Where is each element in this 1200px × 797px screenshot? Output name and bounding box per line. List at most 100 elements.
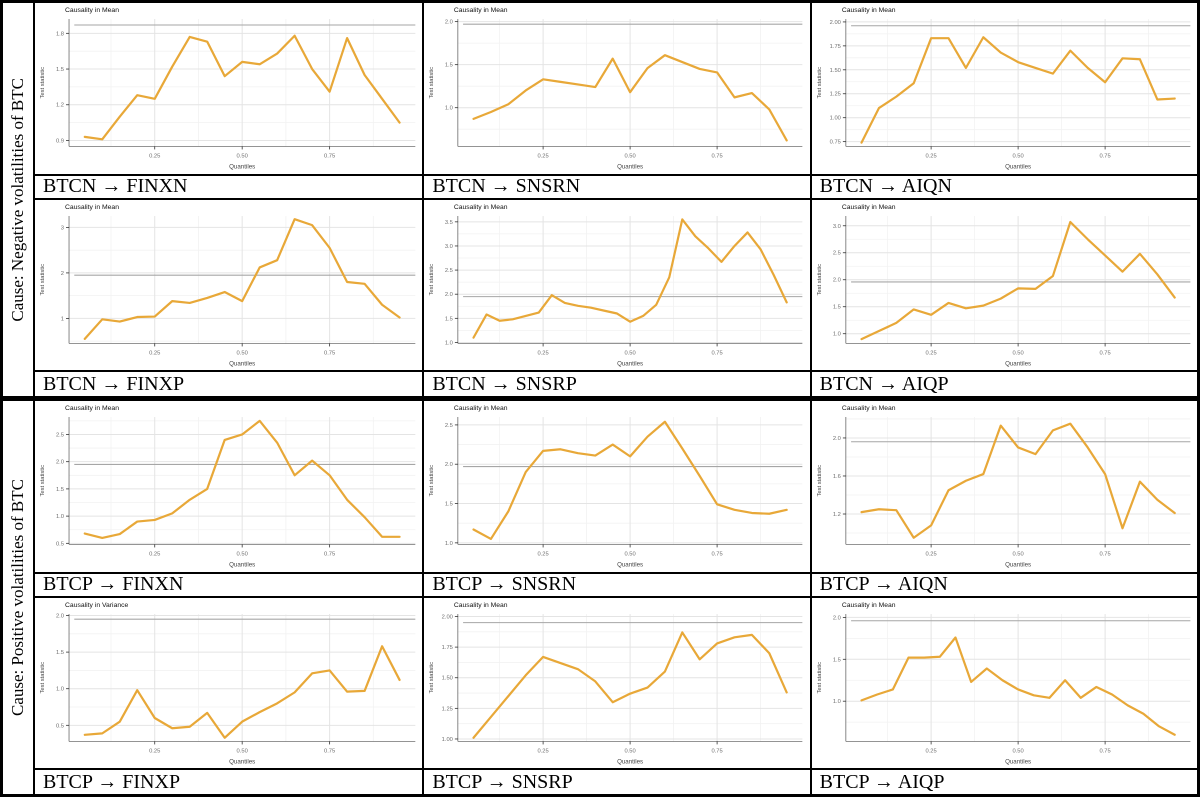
svg-text:Quantiles: Quantiles bbox=[617, 561, 643, 568]
svg-text:Causality in Mean: Causality in Mean bbox=[454, 7, 508, 14]
svg-text:1.0: 1.0 bbox=[445, 541, 453, 547]
svg-text:Test statistic: Test statistic bbox=[817, 661, 823, 693]
svg-text:0.50: 0.50 bbox=[237, 350, 248, 356]
svg-text:0.75: 0.75 bbox=[712, 551, 723, 557]
line-chart-svg: 1.0 1.5 2.0 2.5 3.0 3.5 0.25 0.50 0.75 Causality … bbox=[429, 204, 803, 367]
svg-text:0.75: 0.75 bbox=[324, 350, 335, 356]
svg-text:0.75: 0.75 bbox=[1099, 350, 1110, 356]
svg-text:2.0: 2.0 bbox=[56, 613, 64, 619]
svg-text:3.0: 3.0 bbox=[833, 223, 841, 229]
svg-text:0.25: 0.25 bbox=[538, 551, 549, 557]
line-chart-svg: 1.2 1.6 2.0 0.25 0.50 0.75 Causality in Mean Qu… bbox=[817, 405, 1191, 568]
svg-text:Causality in Mean: Causality in Mean bbox=[842, 602, 896, 609]
svg-text:0.75: 0.75 bbox=[1099, 153, 1110, 159]
svg-text:Causality in Mean: Causality in Mean bbox=[65, 7, 119, 14]
svg-text:0.25: 0.25 bbox=[925, 748, 936, 754]
chart-btcp-snsrp: 1.00 1.25 1.50 1.75 2.00 0.25 0.50 0.75 Causalit… bbox=[422, 597, 810, 768]
group-label-positive-text: Cause: Positive volatilities of BTC bbox=[8, 478, 27, 717]
svg-text:1.00: 1.00 bbox=[829, 116, 840, 122]
svg-text:Causality in Mean: Causality in Mean bbox=[454, 204, 508, 211]
svg-text:2.00: 2.00 bbox=[442, 614, 453, 620]
chart-grid-positive: 0.5 1.0 1.5 2.0 2.5 0.25 0.50 0.75 Causality in … bbox=[35, 401, 1197, 794]
svg-text:Test statistic: Test statistic bbox=[817, 263, 823, 295]
svg-text:2.0: 2.0 bbox=[833, 277, 841, 283]
svg-text:0.25: 0.25 bbox=[538, 748, 549, 754]
svg-text:0.50: 0.50 bbox=[625, 350, 636, 356]
svg-text:1.5: 1.5 bbox=[445, 63, 453, 69]
line-chart-svg: 0.9 1.2 1.5 1.8 0.25 0.50 0.75 Causality in Mea… bbox=[40, 7, 416, 170]
svg-text:0.75: 0.75 bbox=[324, 748, 335, 754]
svg-text:1.0: 1.0 bbox=[833, 699, 841, 705]
svg-text:1.8: 1.8 bbox=[56, 31, 64, 37]
svg-text:1.25: 1.25 bbox=[829, 92, 840, 98]
svg-text:Quantiles: Quantiles bbox=[1005, 163, 1031, 170]
svg-text:Test statistic: Test statistic bbox=[429, 67, 435, 99]
svg-text:1.5: 1.5 bbox=[56, 650, 64, 656]
svg-text:Causality in Mean: Causality in Mean bbox=[454, 602, 508, 609]
svg-text:1.2: 1.2 bbox=[833, 512, 841, 518]
svg-text:0.25: 0.25 bbox=[149, 350, 160, 356]
svg-text:1.5: 1.5 bbox=[56, 487, 64, 493]
chart-btcp-aiqp: 1.0 1.5 2.0 0.25 0.50 0.75 Causality in Mean Qu… bbox=[809, 597, 1197, 768]
caption-btcn-snsrp: BTCN → SNSRP bbox=[422, 370, 810, 396]
svg-text:3: 3 bbox=[61, 225, 64, 231]
svg-text:1.5: 1.5 bbox=[445, 502, 453, 508]
svg-text:1.0: 1.0 bbox=[833, 331, 841, 337]
svg-text:2.5: 2.5 bbox=[833, 250, 841, 256]
svg-text:1.75: 1.75 bbox=[442, 645, 453, 651]
svg-text:0.75: 0.75 bbox=[712, 350, 723, 356]
svg-text:2.00: 2.00 bbox=[829, 20, 840, 26]
svg-text:0.50: 0.50 bbox=[1012, 748, 1023, 754]
svg-text:0.50: 0.50 bbox=[1012, 153, 1023, 159]
svg-text:Causality in Mean: Causality in Mean bbox=[454, 405, 508, 412]
caption-btcp-aiqp: BTCP → AIQP bbox=[809, 768, 1197, 794]
svg-text:1.0: 1.0 bbox=[56, 686, 64, 692]
svg-text:1.5: 1.5 bbox=[833, 657, 841, 663]
group-label-positive: Cause: Positive volatilities of BTC bbox=[3, 401, 35, 794]
caption-btcn-finxn: BTCN → FINXN bbox=[35, 173, 423, 200]
svg-text:0.75: 0.75 bbox=[1099, 551, 1110, 557]
svg-text:Causality in Mean: Causality in Mean bbox=[842, 7, 896, 14]
svg-text:Quantiles: Quantiles bbox=[617, 360, 643, 367]
svg-text:0.50: 0.50 bbox=[237, 153, 248, 159]
line-chart-svg: 1.0 1.5 2.0 2.5 3.0 0.25 0.50 0.75 Causality in … bbox=[817, 204, 1191, 367]
group-positive-volatilities: Cause: Positive volatilities of BTC 0.5 1… bbox=[3, 396, 1197, 794]
svg-text:3.5: 3.5 bbox=[445, 219, 453, 225]
svg-text:0.9: 0.9 bbox=[56, 138, 64, 144]
svg-text:Quantiles: Quantiles bbox=[1005, 561, 1031, 568]
line-chart-svg: 1.0 1.5 2.0 0.25 0.50 0.75 Causality in Mean Qu… bbox=[817, 602, 1191, 765]
svg-text:0.50: 0.50 bbox=[625, 153, 636, 159]
svg-text:0.50: 0.50 bbox=[1012, 350, 1023, 356]
svg-text:Quantiles: Quantiles bbox=[617, 758, 643, 765]
caption-btcn-finxp: BTCN → FINXP bbox=[35, 370, 423, 396]
svg-text:2.0: 2.0 bbox=[833, 615, 841, 621]
svg-text:Quantiles: Quantiles bbox=[1005, 758, 1031, 765]
svg-text:2.0: 2.0 bbox=[445, 292, 453, 298]
svg-text:0.25: 0.25 bbox=[925, 551, 936, 557]
svg-text:1.00: 1.00 bbox=[442, 736, 453, 742]
svg-text:0.75: 0.75 bbox=[712, 153, 723, 159]
svg-text:Test statistic: Test statistic bbox=[40, 67, 46, 99]
svg-text:0.25: 0.25 bbox=[925, 350, 936, 356]
svg-text:0.25: 0.25 bbox=[149, 551, 160, 557]
line-chart-svg: 0.5 1.0 1.5 2.0 0.25 0.50 0.75 Causality in Var… bbox=[40, 602, 416, 765]
svg-text:3.0: 3.0 bbox=[445, 243, 453, 249]
svg-text:0.50: 0.50 bbox=[237, 551, 248, 557]
svg-text:1.50: 1.50 bbox=[442, 675, 453, 681]
svg-text:1.0: 1.0 bbox=[445, 106, 453, 112]
line-chart-svg: 1 2 3 0.25 0.50 0.75 Causality in Mean Quantile… bbox=[40, 204, 416, 367]
svg-text:0.5: 0.5 bbox=[56, 541, 64, 547]
svg-text:0.50: 0.50 bbox=[237, 748, 248, 754]
svg-text:1.75: 1.75 bbox=[829, 44, 840, 50]
group-label-negative-text: Cause: Negative volatilities of BTC bbox=[8, 77, 27, 322]
svg-text:Quantiles: Quantiles bbox=[617, 163, 643, 170]
line-chart-svg: 1.00 1.25 1.50 1.75 2.00 0.25 0.50 0.75 Causalit… bbox=[429, 602, 803, 765]
line-chart-svg: 0.5 1.0 1.5 2.0 2.5 0.25 0.50 0.75 Causality in … bbox=[40, 405, 416, 568]
chart-btcn-finxp: 1 2 3 0.25 0.50 0.75 Causality in Mean Quantile… bbox=[35, 199, 423, 370]
chart-btcp-aiqn: 1.2 1.6 2.0 0.25 0.50 0.75 Causality in Mean Qu… bbox=[809, 401, 1197, 572]
svg-text:Quantiles: Quantiles bbox=[229, 561, 255, 568]
caption-btcp-aiqn: BTCP → AIQN bbox=[809, 571, 1197, 598]
chart-btcn-aiqn: 0.75 1.00 1.25 1.50 1.75 2.00 0.25 0.50 0.75 Caus… bbox=[809, 3, 1197, 174]
svg-text:Quantiles: Quantiles bbox=[229, 163, 255, 170]
